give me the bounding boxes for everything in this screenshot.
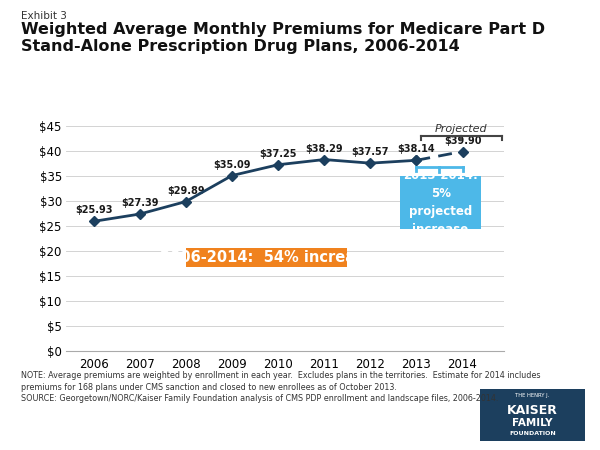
Text: $38.29: $38.29 bbox=[305, 144, 343, 153]
Text: $37.25: $37.25 bbox=[259, 149, 297, 159]
Text: THE HENRY J.: THE HENRY J. bbox=[515, 393, 550, 398]
Text: $25.93: $25.93 bbox=[75, 205, 112, 216]
Text: 2006-2014:  54% increase: 2006-2014: 54% increase bbox=[160, 250, 373, 265]
Text: Projected: Projected bbox=[435, 124, 488, 134]
Text: $35.09: $35.09 bbox=[213, 160, 251, 170]
Text: Weighted Average Monthly Premiums for Medicare Part D
Stand-Alone Prescription D: Weighted Average Monthly Premiums for Me… bbox=[21, 22, 545, 54]
Text: $29.89: $29.89 bbox=[167, 185, 205, 196]
Text: $38.14: $38.14 bbox=[398, 144, 435, 154]
Text: KAISER: KAISER bbox=[507, 404, 558, 417]
Text: Exhibit 3: Exhibit 3 bbox=[21, 11, 67, 21]
Text: $37.57: $37.57 bbox=[352, 147, 389, 157]
Text: 2013-2014:
5%
projected
increase: 2013-2014: 5% projected increase bbox=[403, 169, 478, 236]
FancyBboxPatch shape bbox=[186, 248, 347, 267]
Text: NOTE: Average premiums are weighted by enrollment in each year.  Excludes plans : NOTE: Average premiums are weighted by e… bbox=[21, 371, 541, 403]
Text: $39.90: $39.90 bbox=[444, 135, 481, 145]
Text: $27.39: $27.39 bbox=[121, 198, 158, 208]
FancyBboxPatch shape bbox=[400, 176, 481, 229]
Text: FAMILY: FAMILY bbox=[512, 418, 553, 428]
Text: FOUNDATION: FOUNDATION bbox=[509, 431, 556, 436]
